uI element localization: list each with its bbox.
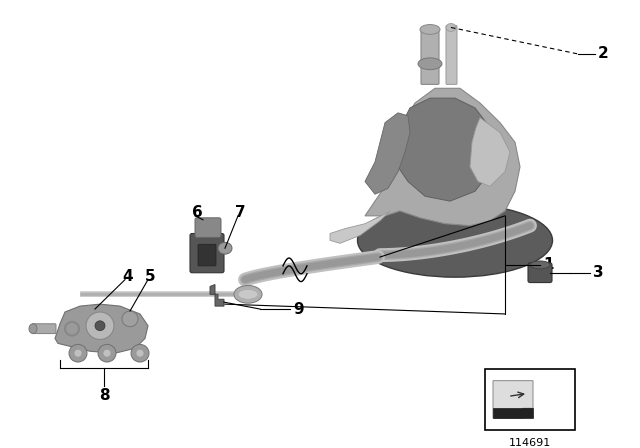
Polygon shape <box>470 118 510 186</box>
Polygon shape <box>395 98 495 201</box>
Circle shape <box>69 345 87 362</box>
Polygon shape <box>330 211 390 243</box>
Text: 8: 8 <box>99 388 109 403</box>
Text: 114691: 114691 <box>509 438 551 448</box>
Ellipse shape <box>238 289 258 299</box>
Text: 1: 1 <box>543 258 554 272</box>
Ellipse shape <box>234 285 262 303</box>
Circle shape <box>136 349 144 357</box>
FancyBboxPatch shape <box>528 263 552 283</box>
FancyBboxPatch shape <box>190 233 224 273</box>
FancyBboxPatch shape <box>198 244 216 266</box>
Polygon shape <box>493 381 533 418</box>
Ellipse shape <box>358 203 552 277</box>
FancyBboxPatch shape <box>32 324 56 334</box>
Polygon shape <box>210 284 224 306</box>
FancyBboxPatch shape <box>446 26 457 84</box>
Ellipse shape <box>530 261 550 269</box>
Text: 9: 9 <box>293 302 303 317</box>
Ellipse shape <box>420 25 440 34</box>
Ellipse shape <box>446 24 456 31</box>
Text: 2: 2 <box>598 47 609 61</box>
Bar <box>485 369 575 430</box>
Text: 3: 3 <box>593 265 604 280</box>
Text: 4: 4 <box>122 269 132 284</box>
Polygon shape <box>523 408 533 418</box>
Circle shape <box>131 345 149 362</box>
Ellipse shape <box>418 58 442 69</box>
Circle shape <box>98 345 116 362</box>
FancyBboxPatch shape <box>195 218 221 237</box>
Circle shape <box>103 349 111 357</box>
Ellipse shape <box>218 242 232 254</box>
Polygon shape <box>365 88 520 226</box>
FancyBboxPatch shape <box>421 29 439 84</box>
Text: 7: 7 <box>235 205 246 220</box>
Text: 5: 5 <box>145 269 156 284</box>
Bar <box>493 408 533 418</box>
Text: 6: 6 <box>192 205 203 220</box>
Polygon shape <box>55 304 148 353</box>
Circle shape <box>86 312 114 340</box>
Circle shape <box>95 321 105 331</box>
Ellipse shape <box>29 324 37 334</box>
Polygon shape <box>365 113 410 194</box>
Circle shape <box>74 349 82 357</box>
Circle shape <box>122 311 138 327</box>
